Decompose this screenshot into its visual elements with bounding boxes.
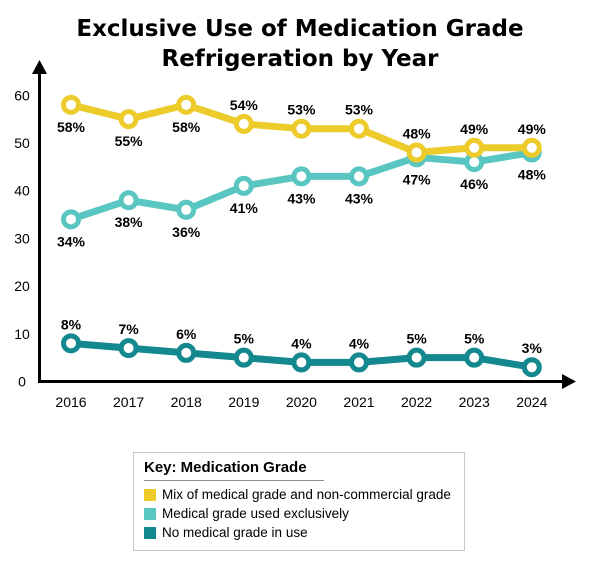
y-tick-label: 30 [14, 230, 30, 246]
data-label-exclusive: 36% [172, 224, 201, 240]
data-point-exclusive [233, 175, 254, 196]
data-label-none: 5% [464, 331, 485, 347]
x-axis-arrow [562, 374, 576, 389]
data-point-mixed [118, 109, 139, 130]
data-point-exclusive [291, 166, 312, 187]
legend-label-mixed: Mix of medical grade and non-commercial … [162, 487, 451, 502]
series-lines [61, 94, 542, 378]
data-point-mixed [406, 142, 427, 163]
data-label-mixed: 58% [57, 119, 86, 135]
x-tick-label: 2020 [286, 394, 317, 410]
data-label-mixed: 49% [460, 121, 489, 137]
data-label-exclusive: 43% [287, 190, 316, 206]
data-label-none: 4% [349, 335, 370, 351]
data-labels: 34% 38% 36% 41% 43% 43% 47% 46% 48% 58% 55% 58% 54% 5… [57, 97, 546, 356]
data-point-none [406, 347, 427, 368]
data-point-mixed [349, 118, 369, 139]
data-point-mixed [233, 113, 254, 134]
data-point-none [291, 352, 312, 373]
legend-item-none: No medical grade in use [144, 525, 308, 540]
data-label-none: 3% [522, 340, 543, 356]
data-label-mixed: 54% [230, 97, 259, 113]
data-point-none [521, 357, 542, 378]
data-point-exclusive [176, 199, 197, 220]
data-label-none: 5% [406, 331, 427, 347]
legend-title: Key: Medication Grade [144, 459, 307, 476]
x-tick-label: 2022 [401, 394, 432, 410]
legend-item-exclusive: Medical grade used exclusively [144, 506, 349, 521]
x-tick-label: 2021 [343, 394, 374, 410]
x-tick-label: 2016 [55, 394, 86, 410]
data-point-none [349, 352, 369, 373]
data-label-exclusive: 34% [57, 233, 86, 249]
legend-label-none: No medical grade in use [162, 525, 308, 540]
data-point-mixed [176, 94, 197, 115]
y-axis-arrow [32, 60, 47, 74]
y-tick-label: 40 [14, 183, 30, 199]
data-label-none: 8% [61, 316, 82, 332]
legend: Key: Medication Grade Mix of medical gra… [133, 452, 465, 551]
legend-label-exclusive: Medical grade used exclusively [162, 506, 349, 521]
x-tick-label: 2023 [459, 394, 490, 410]
data-point-mixed [291, 118, 312, 139]
legend-swatch-exclusive [144, 507, 156, 520]
legend-swatch-mixed [144, 488, 156, 501]
data-label-exclusive: 47% [403, 171, 432, 187]
axes: 0 10 20 30 40 50 60 2016 2017 2018 2019 2020 2021 202… [14, 60, 576, 410]
x-tick-label: 2017 [113, 394, 144, 410]
data-label-exclusive: 41% [230, 200, 259, 216]
y-tick-label: 50 [14, 135, 30, 151]
data-point-none [464, 347, 485, 368]
x-tick-label: 2018 [171, 394, 202, 410]
data-label-mixed: 58% [172, 119, 201, 135]
y-tick-label: 20 [14, 278, 30, 294]
y-tick-label: 60 [14, 87, 30, 103]
data-point-mixed [61, 94, 81, 115]
legend-divider [144, 480, 324, 481]
data-label-mixed: 53% [345, 102, 374, 118]
data-label-none: 6% [176, 326, 197, 342]
data-point-mixed [464, 137, 485, 158]
chart-title-line-2: Refrigeration by Year [161, 46, 439, 72]
data-point-none [176, 342, 197, 363]
data-point-exclusive [349, 166, 369, 187]
data-label-mixed: 48% [403, 126, 432, 142]
data-point-mixed [521, 137, 542, 158]
data-point-none [61, 333, 81, 354]
line-chart: 0 10 20 30 40 50 60 2016 2017 2018 2019 2020 2021 202… [14, 60, 576, 410]
x-tick-label: 2019 [228, 394, 259, 410]
data-label-none: 4% [291, 335, 312, 351]
legend-item-mixed: Mix of medical grade and non-commercial … [144, 487, 451, 502]
data-label-exclusive: 48% [518, 167, 547, 183]
chart-title-line-1: Exclusive Use of Medication Grade [76, 16, 524, 42]
data-label-mixed: 53% [287, 102, 316, 118]
data-label-exclusive: 38% [115, 214, 144, 230]
x-tick-label: 2024 [516, 394, 547, 410]
data-label-exclusive: 46% [460, 176, 489, 192]
data-point-exclusive [61, 209, 81, 230]
data-label-exclusive: 43% [345, 190, 374, 206]
y-tick-label: 10 [14, 326, 30, 342]
data-label-mixed: 49% [518, 121, 547, 137]
chart-title: Exclusive Use of Medication Grade Refrig… [0, 14, 600, 74]
data-label-mixed: 55% [115, 133, 144, 149]
data-label-none: 7% [118, 321, 139, 337]
data-point-exclusive [118, 190, 139, 211]
y-tick-label: 0 [18, 374, 26, 390]
data-point-none [233, 347, 254, 368]
data-label-none: 5% [234, 331, 255, 347]
legend-swatch-none [144, 526, 156, 539]
data-point-none [118, 338, 139, 359]
